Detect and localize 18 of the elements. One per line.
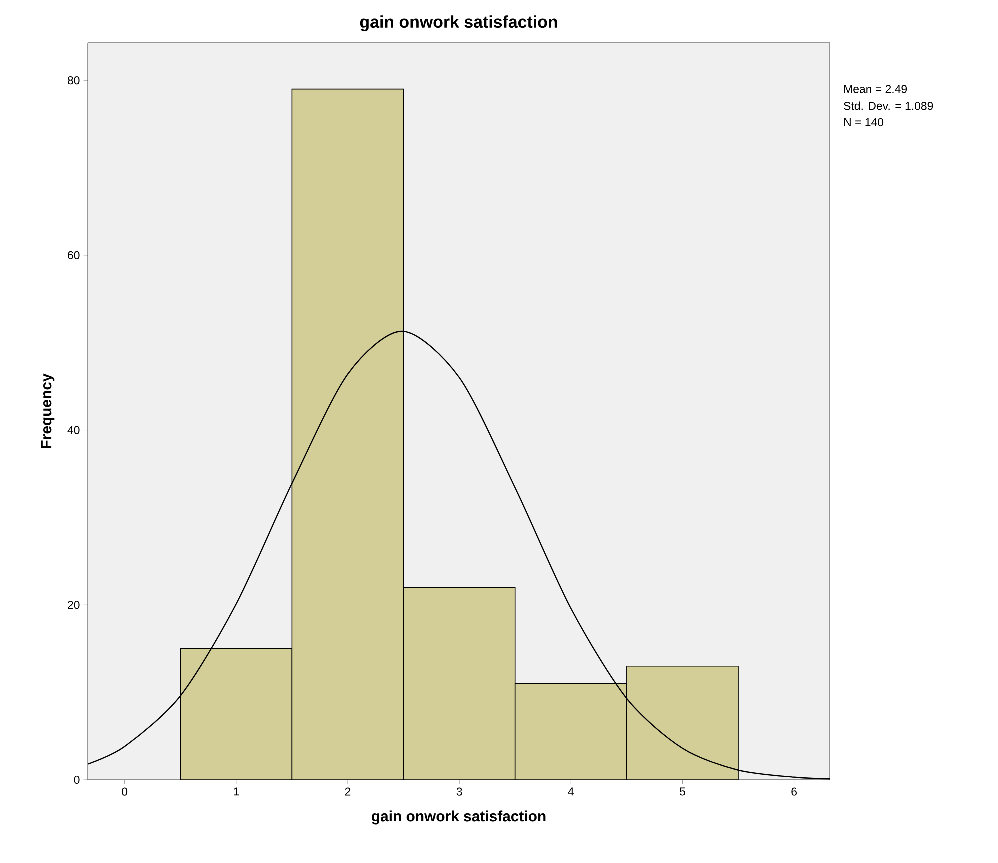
text: Mean = 2.49: [844, 85, 908, 94]
x-tick-label: 6: [792, 788, 797, 796]
y-tick-label: 20: [68, 601, 80, 610]
text: N = 140: [844, 118, 884, 126]
x-tick-label: 5: [680, 788, 686, 796]
y-tick-label: 60: [68, 251, 80, 260]
text: Std. Dev. = 1.089: [844, 102, 934, 110]
y-tick-label: 40: [68, 426, 80, 434]
y-axis-title: Frequency: [41, 374, 55, 448]
x-tick-label: 1: [234, 788, 240, 796]
y-tick-label: 80: [68, 76, 80, 85]
x-tick-label: 3: [456, 788, 462, 796]
x-tick-label: 2: [345, 788, 351, 796]
y-tick-label: 0: [74, 776, 80, 784]
x-tick-label: 0: [122, 788, 128, 796]
x-axis-title: gain onwork satisfaction: [372, 810, 546, 825]
x-tick-label: 4: [568, 788, 574, 796]
chart-title: gain onwork satisfaction: [360, 16, 558, 32]
